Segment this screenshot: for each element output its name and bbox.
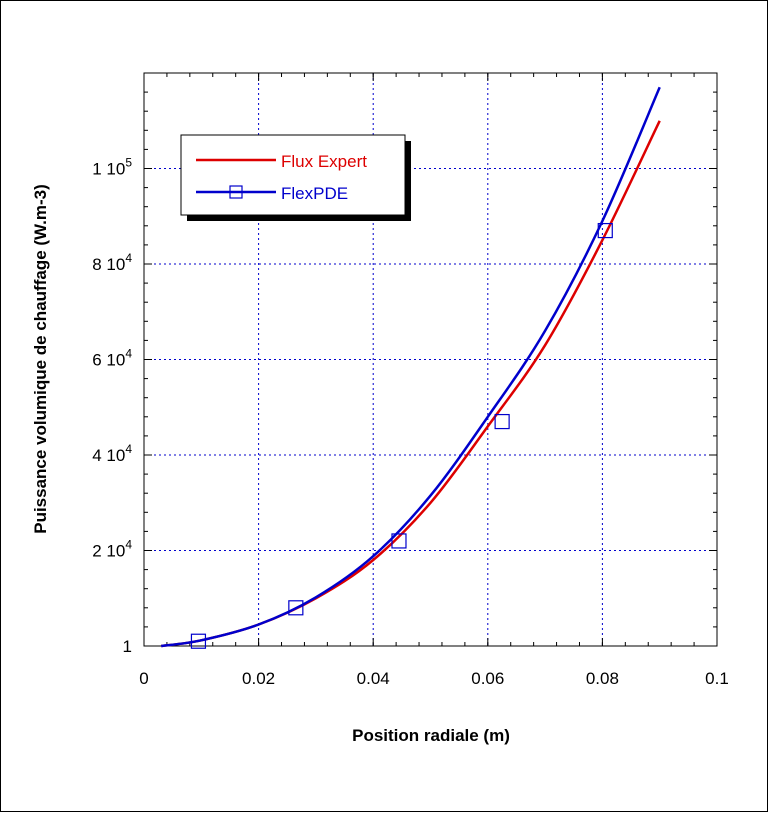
data-point-flexpde [288,600,304,616]
legend-marker-flexpde [229,185,243,199]
y-tick-label: 1 105 [92,156,132,179]
x-tick-label: 0 [139,669,148,688]
legend: Flux Expert FlexPDE [180,134,411,221]
y-axis-title: Puissance volumique de chauffage (W.m-3) [31,184,50,534]
x-tick-label: 0.08 [586,669,619,688]
x-tick-label: 0.06 [471,669,504,688]
series-line-flexpde [161,86,661,648]
x-tick-labels: 0 0.02 0.04 0.06 0.08 0.1 [139,669,729,688]
data-point-flexpde [391,533,407,549]
x-tick-label: 0.1 [705,669,729,688]
plot-area-border [143,72,718,647]
legend-label-flexpde: FlexPDE [281,184,348,203]
x-axis-title: Position radiale (m) [352,726,510,745]
y-tick-label: 1 [123,637,132,656]
x-tick-label: 0.02 [242,669,275,688]
y-tick-label: 4 104 [92,442,132,465]
y-tick-label: 8 104 [92,251,132,274]
x-tick-label: 0.04 [357,669,390,688]
data-point-flexpde [494,413,510,430]
data-point-flexpde [597,222,613,239]
series-lines [161,86,661,649]
y-tick-label: 2 104 [92,538,132,561]
y-tick-labels: 1 2 104 4 104 6 104 8 104 1 105 [92,156,132,657]
y-tick-label: 6 104 [92,347,132,370]
legend-box [180,134,406,216]
data-point-flexpde [190,633,207,649]
legend-label-flux-expert: Flux Expert [281,152,367,171]
